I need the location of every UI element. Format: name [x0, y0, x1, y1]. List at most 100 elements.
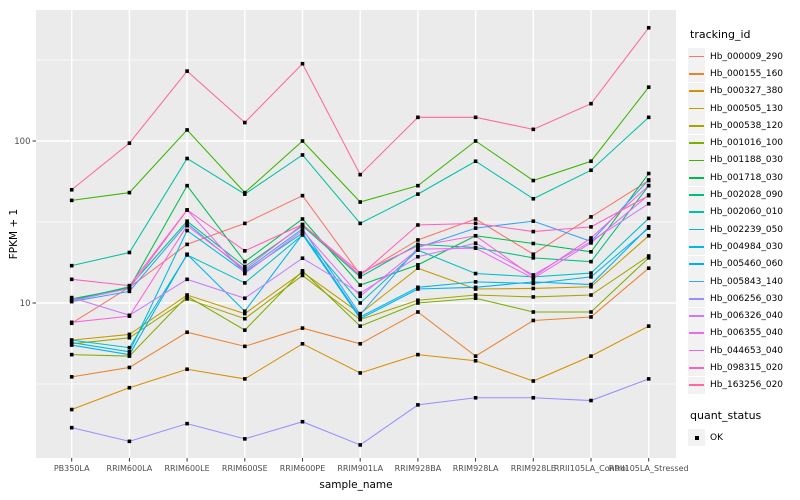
legend-label: Hb_000327_380	[710, 86, 784, 97]
data-point	[243, 344, 247, 349]
x-tick-label: RRIM928BA	[395, 464, 442, 473]
data-point	[473, 358, 478, 363]
line-swatch-icon	[689, 263, 704, 265]
line-swatch-icon	[689, 90, 704, 93]
data-point	[127, 283, 132, 288]
data-point	[185, 183, 189, 188]
data-point	[127, 439, 132, 444]
legend-title-tracking-id: tracking_id	[690, 28, 751, 41]
legend-key	[688, 82, 705, 100]
legend-item: Hb_044653_040	[688, 342, 800, 360]
data-point	[185, 297, 189, 301]
data-point	[416, 115, 420, 120]
legend-label: Hb_006256_030	[710, 293, 784, 304]
data-point	[531, 273, 536, 277]
data-point	[185, 219, 189, 223]
data-point	[531, 286, 536, 291]
data-point	[646, 201, 651, 206]
legend-item: Hb_002028_090	[688, 186, 800, 204]
data-point	[69, 375, 74, 379]
data-point	[531, 252, 536, 257]
data-point	[646, 115, 651, 120]
y-tick-label: 10	[20, 299, 31, 309]
data-point	[127, 345, 132, 350]
data-point	[243, 296, 247, 301]
data-point	[127, 190, 132, 195]
data-point	[69, 299, 74, 303]
data-point	[531, 295, 536, 299]
line-swatch-icon	[689, 211, 704, 214]
legend-key	[688, 186, 705, 204]
data-point	[185, 69, 189, 73]
data-point	[185, 367, 189, 372]
legend-label: Hb_002239_050	[710, 224, 784, 235]
legend-item: Hb_002060_010	[688, 203, 800, 221]
data-point	[185, 252, 189, 257]
data-point	[300, 256, 305, 261]
x-tick-label: RRIM600LA	[107, 464, 153, 473]
legend-label: Hb_098315_020	[710, 362, 784, 373]
legend-items-tracking-id: Hb_000009_290 Hb_000155_160 Hb_000327_380 H…	[688, 48, 800, 394]
data-point	[646, 85, 651, 89]
data-point	[646, 25, 651, 30]
legend-item: Hb_000538_120	[688, 117, 800, 135]
data-point	[473, 293, 478, 297]
data-point	[473, 139, 478, 143]
legend-item: Hb_000505_130	[688, 100, 800, 118]
data-point	[473, 115, 478, 120]
data-point	[646, 216, 651, 221]
data-point	[589, 250, 593, 254]
data-point	[300, 193, 305, 198]
data-point	[185, 221, 189, 226]
data-point	[589, 310, 593, 314]
data-point	[300, 326, 305, 330]
data-point	[531, 318, 536, 323]
legend-item: Hb_001188_030	[688, 151, 800, 169]
data-point	[531, 395, 536, 400]
legend-key	[688, 255, 705, 273]
data-point	[243, 437, 247, 441]
data-point	[646, 171, 651, 176]
data-point	[473, 395, 478, 400]
square-point-icon	[694, 435, 699, 440]
data-point	[589, 293, 593, 297]
data-point	[589, 168, 593, 173]
legend-title-quant-status: quant_status	[690, 408, 762, 422]
legend-label: Hb_000009_290	[710, 51, 784, 62]
data-point	[127, 286, 132, 291]
legend-key	[688, 48, 705, 66]
data-point	[243, 309, 247, 313]
data-point	[185, 294, 189, 299]
data-point	[473, 233, 478, 238]
data-point	[358, 273, 362, 278]
data-point	[243, 267, 247, 271]
legend-item: Hb_000327_380	[688, 82, 800, 100]
data-point	[127, 335, 132, 340]
data-point	[473, 246, 478, 250]
data-point	[473, 226, 478, 230]
legend-label: Hb_002028_090	[710, 190, 784, 201]
legend-item: Hb_098315_020	[688, 359, 800, 377]
x-tick-label: RRIM600LE	[165, 464, 210, 473]
data-point	[243, 120, 247, 125]
legend-key	[688, 359, 705, 377]
legend-item: Hb_000155_160	[688, 65, 800, 83]
line-swatch-icon	[689, 159, 704, 162]
line-swatch-icon	[689, 194, 704, 196]
data-point	[243, 249, 247, 253]
data-point	[358, 294, 362, 299]
data-point	[243, 221, 247, 226]
data-point	[243, 281, 247, 285]
data-point	[300, 153, 305, 157]
data-point	[185, 277, 189, 282]
data-point	[127, 349, 132, 354]
data-point	[358, 200, 362, 204]
x-tick-label: RRII105LA_Control	[554, 464, 628, 473]
data-point	[646, 256, 651, 260]
line-swatch-icon	[689, 176, 704, 179]
plot-panel	[36, 10, 676, 458]
data-point	[589, 101, 593, 106]
data-point	[473, 159, 478, 164]
legend-key	[688, 203, 705, 221]
data-point	[300, 419, 305, 424]
